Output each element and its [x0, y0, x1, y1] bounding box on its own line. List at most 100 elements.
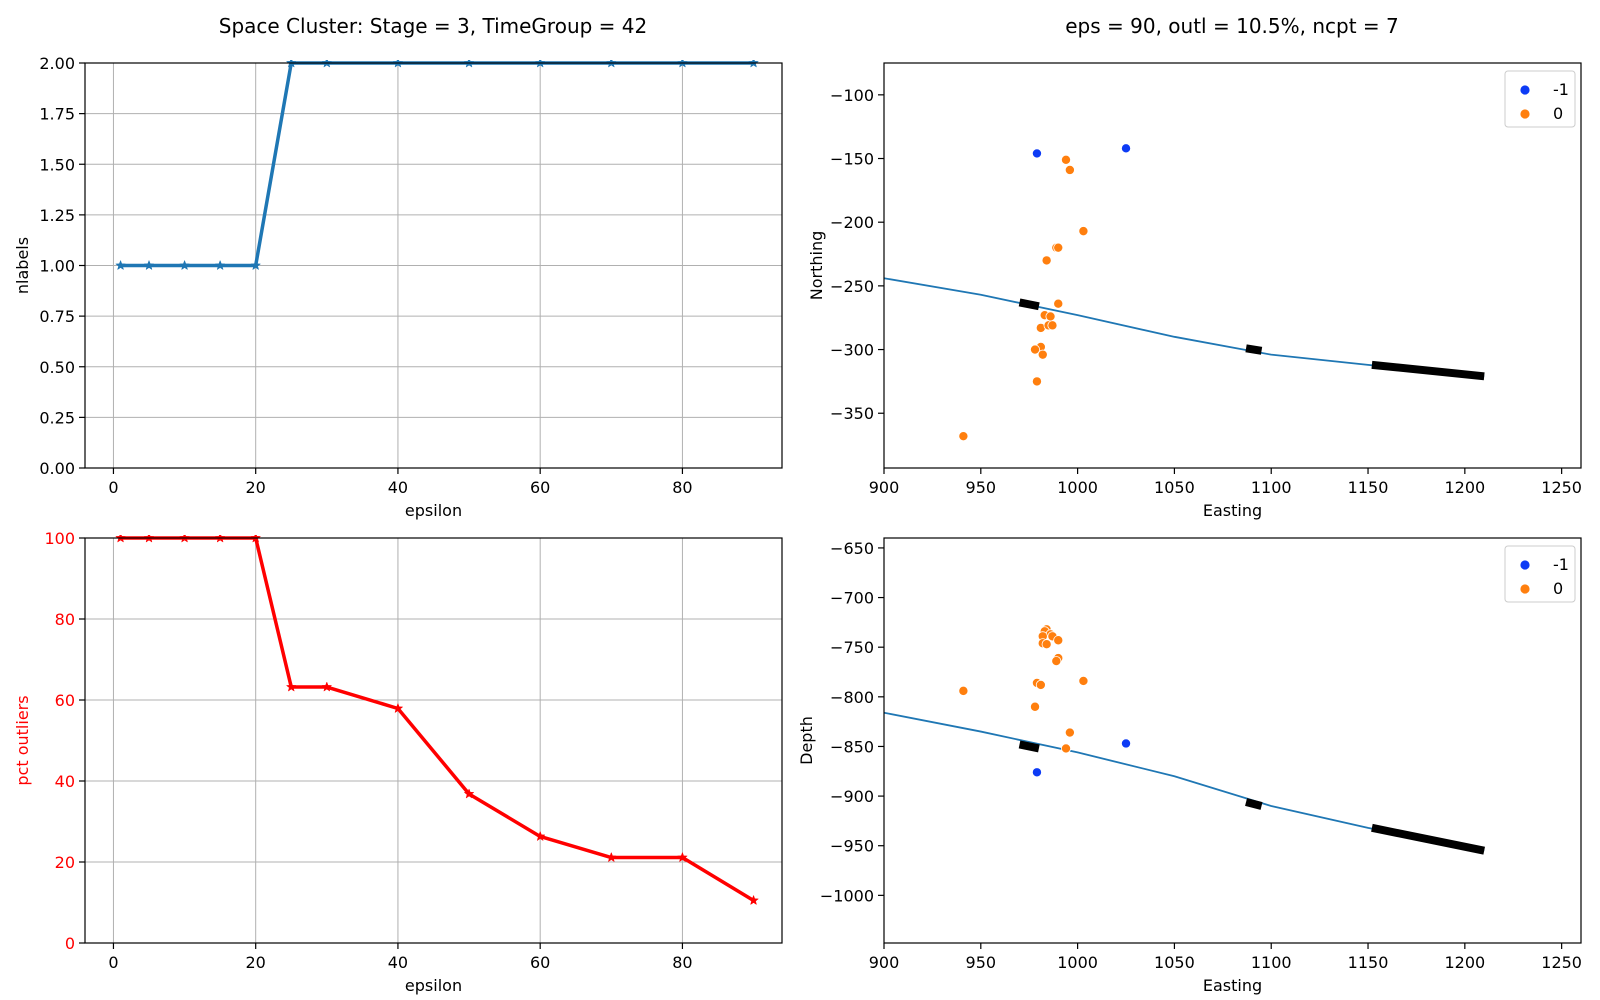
pct-outliers-chart: 0 20 40 60 80 0 20 40 60 80 100 epsilon pct outliers [13, 529, 783, 995]
x-tick-label: 1000 [1057, 953, 1098, 972]
x-tick-label: 0 [108, 478, 118, 497]
legend-label: 0 [1553, 579, 1563, 598]
y-tick-label: 0.75 [39, 307, 75, 326]
y-tick-label: 0 [65, 934, 75, 953]
y-tick-label: 100 [44, 529, 75, 548]
cluster-0-point [1031, 376, 1042, 387]
left-title: Space Cluster: Stage = 3, TimeGroup = 42 [219, 14, 648, 38]
x-tick-label: 1250 [1541, 953, 1582, 972]
depth-scatter-chart: 900 950 1000 1050 1100 1150 1200 1250 −650 −700 −7… [797, 537, 1582, 995]
x-tick-label: 1100 [1251, 478, 1292, 497]
y-tick-label: −950 [830, 837, 874, 856]
y-tick-label: −150 [830, 150, 874, 169]
cluster-0-point [1064, 164, 1075, 175]
y-tick-label: 1.25 [39, 206, 75, 225]
data-point-marker [605, 851, 617, 863]
cluster-0-point [1053, 298, 1064, 309]
x-tick-label: 1150 [1348, 478, 1389, 497]
x-tick-label: 900 [869, 953, 900, 972]
data-point-marker [534, 830, 546, 842]
data-point-marker [250, 259, 262, 271]
stage-segment [1018, 298, 1040, 311]
stage-segment [1371, 360, 1485, 381]
x-axis-label: epsilon [405, 976, 462, 995]
cluster-0-point [1045, 311, 1056, 322]
cluster-0-point [1078, 226, 1089, 237]
cluster-0-point [1030, 701, 1041, 712]
y-axis-label: nlabels [13, 237, 32, 294]
right-title: eps = 90, outl = 10.5%, ncpt = 7 [1065, 14, 1399, 38]
cluster-0-point [1053, 242, 1064, 253]
y-tick-label: −250 [830, 277, 874, 296]
cluster-0-point [1064, 727, 1075, 738]
x-axis-label: Easting [1203, 501, 1262, 520]
data-point-marker [321, 681, 333, 692]
cluster-0-point [1078, 675, 1089, 686]
x-tick-label: 1050 [1154, 953, 1195, 972]
well-path-line [884, 277, 1485, 378]
x-tick-label: 1250 [1541, 478, 1582, 497]
legend-label: -1 [1553, 555, 1569, 574]
series-line [120, 536, 755, 902]
plot-frame [883, 537, 1582, 944]
y-tick-label: −200 [830, 213, 874, 232]
y-tick-label: 2.00 [39, 54, 75, 73]
y-tick-label: 20 [55, 853, 75, 872]
cluster-0-point [1060, 743, 1071, 754]
y-tick-label: −100 [830, 86, 874, 105]
legend-marker [1519, 559, 1531, 571]
y-tick-label: −650 [830, 539, 874, 558]
x-tick-label: 1050 [1154, 478, 1195, 497]
x-tick-label: 60 [530, 478, 550, 497]
cluster-0-point [1037, 349, 1048, 360]
cluster-0-point [1041, 255, 1052, 266]
cluster-0-point [958, 431, 969, 442]
data-point-marker [676, 851, 688, 863]
stage-segment [1018, 740, 1040, 753]
cluster-0-point [1051, 656, 1062, 667]
cluster-0-point [1041, 639, 1052, 650]
stage-segment [1245, 798, 1263, 810]
data-point-marker [179, 259, 191, 271]
y-tick-label: 0.25 [39, 408, 75, 427]
cluster-0-point [958, 685, 969, 696]
x-tick-label: 0 [108, 953, 118, 972]
y-tick-label: 0.50 [39, 358, 75, 377]
x-tick-label: 1100 [1251, 953, 1292, 972]
y-axis-label: Northing [807, 231, 826, 301]
x-tick-label: 80 [672, 478, 692, 497]
plot-data [115, 535, 759, 906]
cluster-outlier-point [1121, 143, 1132, 154]
cluster-outlier-point [1031, 148, 1042, 159]
plot-data [884, 624, 1485, 855]
data-point-marker [285, 681, 297, 692]
y-tick-label: −750 [830, 638, 874, 657]
y-tick-label: 60 [55, 691, 75, 710]
x-tick-label: 950 [966, 953, 997, 972]
legend-marker [1519, 84, 1531, 96]
legend-marker [1519, 108, 1531, 120]
cluster-0-point [1030, 344, 1041, 355]
y-axis-label: pct outliers [13, 695, 32, 785]
y-tick-label: −1000 [820, 886, 874, 905]
x-tick-label: 1200 [1444, 478, 1485, 497]
well-path-line [884, 711, 1485, 852]
x-tick-label: 20 [246, 953, 266, 972]
cluster-outlier-point [1031, 767, 1042, 778]
x-tick-label: 60 [530, 953, 550, 972]
x-tick-label: 900 [869, 478, 900, 497]
y-tick-label: 1.50 [39, 155, 75, 174]
stage-segment [1245, 344, 1263, 355]
data-point-marker [748, 894, 759, 906]
data-point-marker [214, 259, 226, 271]
x-tick-label: 20 [246, 478, 266, 497]
northing-scatter-chart: 900 950 1000 1050 1100 1150 1200 1250 −100 −150 −2… [807, 62, 1582, 520]
data-point-marker [463, 788, 475, 799]
x-tick-label: 1150 [1348, 953, 1389, 972]
y-tick-label: 1.00 [39, 257, 75, 276]
data-point-marker [115, 259, 126, 271]
cluster-outlier-point [1121, 738, 1132, 749]
y-tick-label: −300 [830, 341, 874, 360]
x-axis-label: Easting [1203, 976, 1262, 995]
cluster-0-point [1053, 635, 1064, 646]
